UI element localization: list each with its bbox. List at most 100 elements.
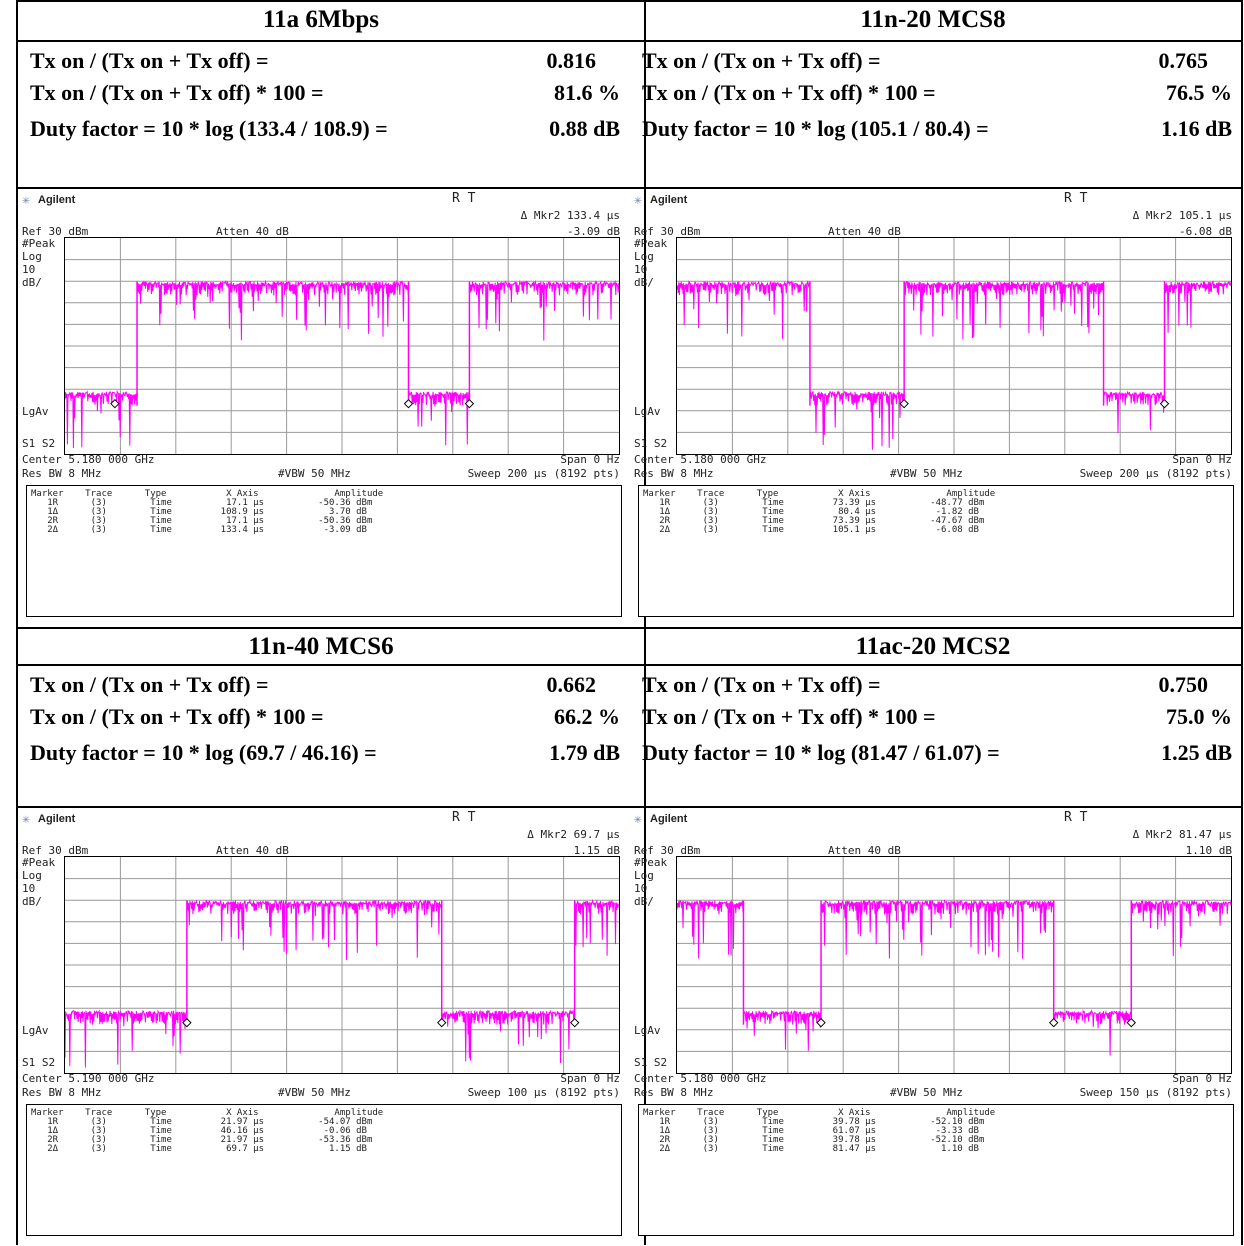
sweep-readout: Sweep 200 μs (8192 pts): [467, 467, 620, 480]
row-divider: [18, 806, 1243, 808]
panel-title: 11n-20 MCS8: [860, 6, 1006, 33]
marker-table-header: Marker Trace Type X Axis Amplitude: [643, 1108, 996, 1118]
trace-plot: [64, 237, 620, 455]
marker-table: Marker Trace Type X Axis Amplitude 1R (3…: [26, 485, 622, 617]
sweep-readout: Sweep 200 μs (8192 pts): [1079, 467, 1232, 480]
brand-label: Agilent: [650, 813, 688, 825]
measurement-panel: 11n-20 MCS8 Tx on / (Tx on + Tx off) = 0.7…: [628, 0, 1238, 1245]
ratio-value: 0.750: [1158, 672, 1209, 697]
marker-table-rows: 1R (3) Time 39.78 μs -52.10 dBm 1Δ (3) T…: [659, 1117, 985, 1154]
ratio-value: 0.662: [546, 672, 597, 697]
marker-y-readout: -3.09 dB: [567, 225, 620, 238]
marker-table-header: Marker Trace Type X Axis Amplitude: [643, 489, 996, 499]
rt-indicator: R T: [452, 191, 476, 206]
marker-table-header: Marker Trace Type X Axis Amplitude: [31, 1108, 384, 1118]
trace-svg: [65, 857, 619, 1073]
row-divider: [18, 187, 1243, 189]
trace-segment: [1130, 899, 1231, 957]
ref-level: Ref 30 dBm: [634, 225, 701, 238]
percent-label: Tx on / (Tx on + Tx off) * 100 =: [642, 704, 936, 729]
scale-label: Log: [634, 250, 654, 263]
marker-x-readout: Δ Mkr2 81.47 μs: [1132, 828, 1232, 841]
marker-table-header: Marker Trace Type X Axis Amplitude: [31, 489, 384, 499]
video-bw: #VBW 50 MHz: [890, 467, 963, 480]
duty-factor-value: 1.25 dB: [1161, 740, 1232, 765]
agilent-logo-icon: ✳: [22, 812, 30, 827]
column-divider: [644, 0, 646, 1245]
trace-segment: [1103, 390, 1165, 434]
s1s2-label: S1 S2: [22, 1056, 56, 1069]
trace-segment: [65, 389, 139, 449]
average-label: LgAv: [22, 1024, 49, 1037]
ref-level: Ref 30 dBm: [634, 844, 701, 857]
scale-label: Log: [22, 250, 42, 263]
percent-label: Tx on / (Tx on + Tx off) * 100 =: [30, 80, 324, 105]
agilent-logo-icon: ✳: [634, 812, 642, 827]
detector-label: #Peak: [634, 856, 668, 869]
marker-diamond-icon: [182, 1017, 192, 1028]
ratio-label: Tx on / (Tx on + Tx off) =: [642, 48, 881, 73]
marker-x-readout: Δ Mkr2 133.4 μs: [520, 209, 620, 222]
sweep-readout: Sweep 100 μs (8192 pts): [467, 1086, 620, 1099]
resolution-bw: Res BW 8 MHz: [634, 1086, 714, 1099]
average-label: LgAv: [634, 1024, 661, 1037]
trace-segment: [903, 280, 1105, 340]
attenuation: Atten 40 dB: [828, 225, 901, 238]
trace-segment: [65, 1009, 188, 1068]
trace-svg: [677, 857, 1231, 1073]
panel-title: 11n-40 MCS6: [248, 633, 394, 660]
ratio-value: 0.816: [546, 48, 597, 73]
trace-segment: [1164, 280, 1231, 333]
marker-y-readout: 1.10 dB: [1185, 844, 1232, 857]
scale-value: 10: [634, 882, 648, 895]
attenuation: Atten 40 dB: [828, 844, 901, 857]
duty-factor-label: Duty factor = 10 * log (133.4 / 108.9) =: [30, 116, 388, 141]
trace-svg: [677, 238, 1231, 454]
average-label: LgAv: [634, 405, 661, 418]
scale-label: Log: [22, 869, 42, 882]
duty-factor-label: Duty factor = 10 * log (105.1 / 80.4) =: [642, 116, 989, 141]
span-readout: Span 0 Hz: [560, 1072, 620, 1085]
measurement-panel: 11a 6Mbps Tx on / (Tx on + Tx off) = 0.816…: [16, 0, 626, 1245]
ratio-label: Tx on / (Tx on + Tx off) =: [30, 672, 269, 697]
percent-value: 75.0 %: [1166, 704, 1232, 729]
video-bw: #VBW 50 MHz: [278, 467, 351, 480]
center-frequency: Center 5.180 000 GHz: [22, 453, 155, 466]
top-border: [18, 0, 1243, 2]
trace-segment: [574, 898, 619, 956]
measurement-panel: 11ac-20 MCS2 Tx on / (Tx on + Tx off) = 0.…: [628, 0, 1238, 1245]
duty-factor-value: 1.16 dB: [1161, 116, 1232, 141]
marker-table: Marker Trace Type X Axis Amplitude 1R (3…: [26, 1104, 622, 1236]
duty-factor-label: Duty factor = 10 * log (81.47 / 61.07) =: [642, 740, 1000, 765]
scale-unit: dB/: [22, 276, 42, 289]
analyzer-screenshot: ✳ Agilent R T Δ Mkr2 105.1 μs Ref 30 dBm Atte…: [628, 187, 1238, 627]
trace-segment: [677, 280, 811, 340]
s1s2-label: S1 S2: [634, 437, 668, 450]
span-readout: Span 0 Hz: [1172, 453, 1232, 466]
attenuation: Atten 40 dB: [216, 844, 289, 857]
trace-segment: [136, 279, 410, 341]
s1s2-label: S1 S2: [22, 437, 56, 450]
brand-label: Agilent: [38, 194, 76, 206]
ratio-label: Tx on / (Tx on + Tx off) =: [30, 48, 269, 73]
trace-segment: [743, 1009, 822, 1051]
percent-value: 66.2 %: [554, 704, 620, 729]
marker-table-rows: 1R (3) Time 21.97 μs -54.07 dBm 1Δ (3) T…: [47, 1117, 373, 1154]
scale-unit: dB/: [634, 895, 654, 908]
ratio-label: Tx on / (Tx on + Tx off) =: [642, 672, 881, 697]
trace-plot: [676, 856, 1232, 1074]
marker-y-readout: -6.08 dB: [1179, 225, 1232, 238]
rt-indicator: R T: [1064, 191, 1088, 206]
marker-table: Marker Trace Type X Axis Amplitude 1R (3…: [638, 485, 1234, 617]
trace-svg: [65, 238, 619, 454]
detector-label: #Peak: [22, 856, 56, 869]
span-readout: Span 0 Hz: [1172, 1072, 1232, 1085]
resolution-bw: Res BW 8 MHz: [634, 467, 714, 480]
trace-segment: [809, 390, 905, 450]
rt-indicator: R T: [452, 810, 476, 825]
s1s2-label: S1 S2: [634, 1056, 668, 1069]
rt-indicator: R T: [1064, 810, 1088, 825]
scale-value: 10: [634, 263, 648, 276]
results-table: [16, 0, 1243, 1245]
agilent-logo-icon: ✳: [22, 193, 30, 208]
